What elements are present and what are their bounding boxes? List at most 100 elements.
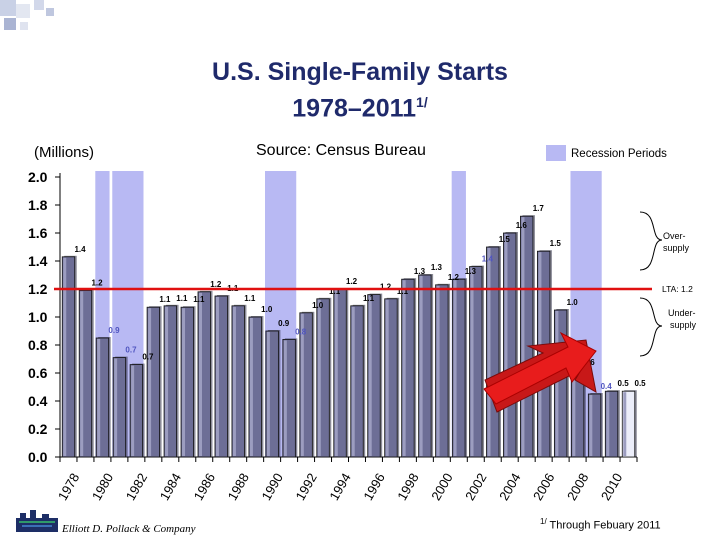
data-label: 1.0	[312, 301, 324, 310]
bar-highlight	[215, 297, 219, 456]
data-label: 1.3	[465, 267, 477, 276]
red-arrow	[483, 331, 597, 405]
data-label: 0.9	[278, 319, 290, 328]
undersupply-label-2: supply	[670, 320, 697, 330]
bar-highlight	[97, 339, 101, 456]
chart-title-line2: 1978–20111/	[292, 94, 428, 123]
chart-title-line1: U.S. Single-Family Starts	[212, 58, 508, 86]
undersupply-label-1: Under-	[668, 308, 696, 318]
bar-highlight	[165, 306, 169, 456]
y-tick-label: 1.0	[28, 309, 48, 325]
y-tick-label: 0.6	[28, 365, 48, 381]
data-label: 1.1	[363, 294, 375, 303]
data-label: 1.6	[516, 221, 528, 230]
y-tick-label: 1.4	[28, 253, 48, 269]
overlay: LTA: 1.2 Over-supply Under-supply	[54, 211, 697, 413]
data-label: 1.2	[91, 278, 103, 287]
bar-highlight	[199, 292, 202, 456]
y-tick-label: 0.2	[28, 421, 48, 437]
footer-company: Elliott D. Pollack & Company	[62, 523, 196, 535]
bar-highlight	[182, 308, 186, 456]
bar-highlight	[317, 299, 321, 456]
data-label: 1.7	[533, 204, 545, 213]
x-tick-label: 2004	[496, 470, 523, 503]
x-tick-label: 1990	[259, 470, 286, 503]
y-tick-label: 0.4	[28, 393, 48, 409]
x-tick-label: 1982	[123, 470, 150, 503]
oversupply-label-1: Over-	[663, 231, 686, 241]
data-label: 0.7	[125, 346, 137, 355]
bar-highlight	[114, 358, 118, 456]
lta-label: LTA: 1.2	[662, 284, 693, 294]
bar-highlight	[419, 276, 423, 456]
bar-highlight	[351, 306, 355, 456]
data-label: 0.5	[618, 379, 630, 388]
source-label: Source: Census Bureau	[256, 142, 426, 159]
x-tick-label: 1996	[360, 470, 387, 503]
legend-recession-label: Recession Periods	[571, 148, 667, 160]
company-logo	[16, 510, 58, 532]
data-label: 0.8	[295, 327, 307, 336]
y-tick-label: 0.8	[28, 337, 48, 353]
bar-highlight	[368, 295, 372, 456]
data-label: 1.1	[244, 294, 256, 303]
bar-highlight	[300, 313, 304, 456]
bar-highlight	[623, 392, 627, 456]
x-tick-label: 2006	[530, 470, 557, 503]
x-tick-label: 2008	[564, 470, 591, 503]
bar-highlight	[385, 299, 389, 456]
data-label: 1.4	[482, 255, 494, 264]
x-tick-label: 1994	[326, 470, 353, 503]
data-label: 1.2	[448, 273, 460, 282]
data-label: 0.4	[601, 382, 613, 391]
x-tick-label: 1988	[225, 470, 252, 503]
bar-highlight	[589, 395, 593, 456]
bar-highlight	[80, 291, 84, 456]
y-tick-label: 1.8	[28, 197, 48, 213]
footnote: 1/ Through Febuary 2011	[540, 517, 661, 532]
unit-label: (Millions)	[34, 144, 94, 161]
bar-highlight	[283, 340, 287, 456]
data-label: 1.4	[74, 245, 86, 254]
y-tick-label: 1.6	[28, 225, 48, 241]
data-label: 1.5	[550, 239, 562, 248]
data-label: 1.1	[176, 294, 188, 303]
data-label: 1.1	[159, 295, 171, 304]
bar-highlight	[63, 257, 67, 456]
data-label: 1.3	[414, 267, 426, 276]
data-label: 0.7	[142, 353, 154, 362]
bar-highlight	[402, 280, 406, 456]
bar-highlight	[606, 392, 610, 456]
bar-highlight	[334, 290, 338, 456]
data-label: 0.9	[108, 326, 120, 335]
y-tick-label: 0.0	[28, 449, 48, 465]
data-label: 1.2	[210, 280, 222, 289]
data-label: 0.5	[635, 379, 647, 388]
data-label: 1.2	[346, 277, 358, 286]
bar-highlight	[470, 267, 474, 456]
bars	[61, 215, 637, 458]
data-label: 1.1	[193, 295, 205, 304]
x-tick-label: 1986	[191, 470, 218, 503]
x-tick-label: 1984	[157, 470, 184, 503]
data-label: 1.1	[329, 287, 341, 296]
x-tick-label: 2010	[598, 470, 625, 503]
bar-highlight	[453, 280, 457, 456]
x-tick-label: 2000	[428, 470, 455, 503]
y-tick-label: 1.2	[28, 281, 48, 297]
bar-highlight	[487, 248, 491, 456]
x-tick-label: 1980	[89, 470, 116, 503]
bar-highlight	[148, 308, 152, 456]
data-label: 1.0	[567, 298, 579, 307]
bar-highlight	[504, 234, 508, 456]
legend-recession-swatch	[546, 145, 566, 161]
bar-highlight	[249, 318, 253, 456]
bar-highlight	[232, 306, 236, 456]
bar-highlight	[266, 332, 270, 456]
data-label: 1.5	[499, 235, 511, 244]
undersupply-bracket	[639, 297, 663, 357]
x-tick-label: 1978	[55, 470, 82, 503]
bar-highlight	[572, 371, 576, 456]
data-label: 1.1	[397, 287, 409, 296]
